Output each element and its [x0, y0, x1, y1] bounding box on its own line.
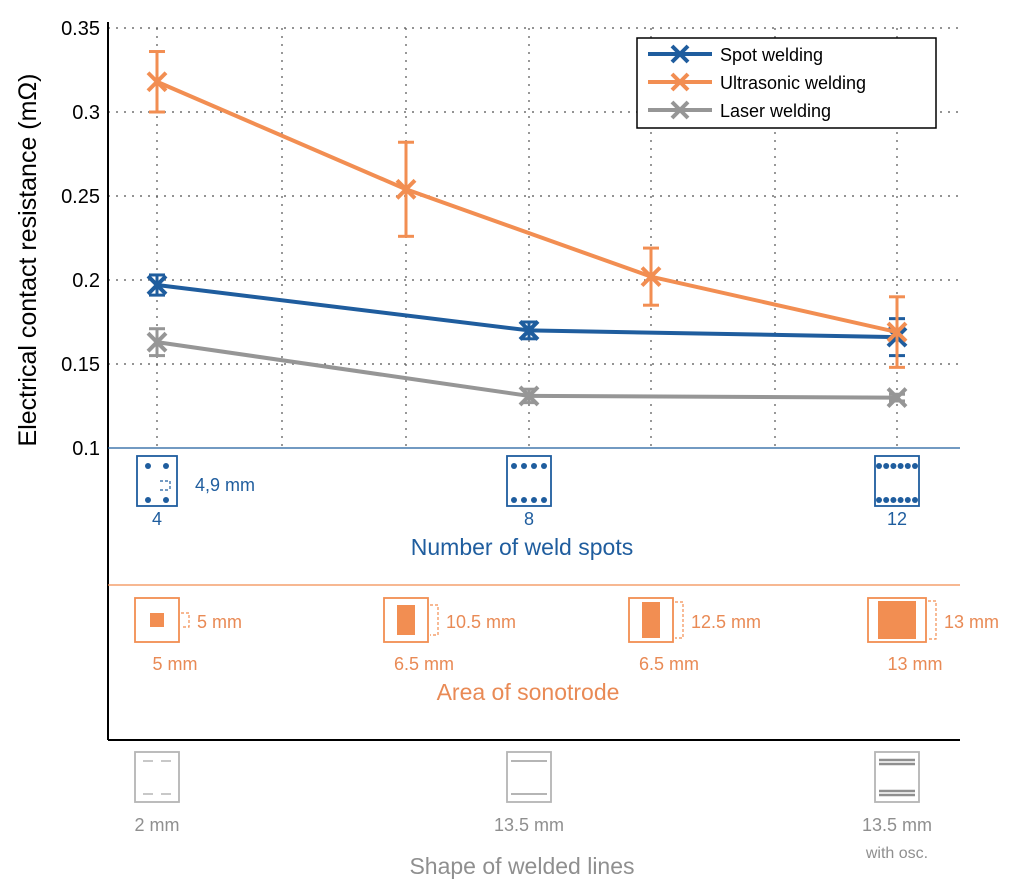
data-point [886, 321, 908, 343]
weld-line [879, 758, 915, 797]
weld-spot-count: 12 [887, 509, 907, 529]
weld-line-label: 2 mm [135, 815, 180, 835]
legend-marker [670, 44, 690, 64]
weld-spot-dot [904, 497, 911, 503]
weld-spot-count: 8 [524, 509, 534, 529]
data-point [518, 385, 540, 407]
series-line-1 [156, 79, 898, 335]
weld-spot-dot [912, 463, 918, 469]
weld-spot-dot [511, 463, 517, 469]
data-point [640, 266, 662, 288]
sonotrode-axis: 5 mm 5 mm 10.5 mm 6.5 mm 12.5 mm 6.5 mm 13 mm 1… [134, 597, 999, 705]
weld-spot-dot [876, 497, 882, 503]
legend-label: Spot welding [720, 45, 823, 65]
weld-line-label: 13.5 mm [494, 815, 564, 835]
sonotrode-frame [867, 597, 927, 643]
weld-spot-count: 4 [152, 509, 162, 529]
data-point [886, 387, 908, 409]
weld-spot-pattern [506, 455, 552, 507]
weld-spot-dot [145, 463, 151, 469]
series-layer [146, 50, 908, 409]
height-bracket [430, 604, 439, 636]
sonotrode-height-label: 5 mm [197, 612, 242, 632]
y-tick-label: 0.25 [61, 186, 100, 208]
sonotrode-area [150, 613, 164, 627]
legend-label: Laser welding [720, 101, 831, 121]
weld-spots-title: Number of weld spots [411, 534, 633, 560]
weld-spot-dot [145, 497, 151, 503]
legend-marker [670, 100, 690, 120]
height-bracket [928, 600, 937, 640]
weld-spot-dot [883, 463, 890, 469]
sonotrode-frame [134, 597, 180, 643]
weld-spots-axis: 4 4,9 mm 8 12 Number of weld spots [136, 455, 920, 560]
welded-lines-title: Shape of welded lines [409, 853, 634, 879]
weld-spot-dot [521, 463, 527, 469]
legend-marker [670, 72, 690, 92]
grid-lines [108, 27, 960, 448]
welded-lines-axis: 2 mm 13.5 mm 13.5 mm with osc. Shape of weld… [134, 751, 932, 879]
weld-line-pattern [506, 751, 552, 803]
weld-spot-dot [883, 497, 890, 503]
weld-line-pattern [874, 751, 920, 803]
sonotrode-area [878, 601, 916, 639]
weld-spot-dot [897, 497, 904, 503]
weld-spot-dot [531, 497, 537, 503]
weld-spot-dot [163, 497, 169, 503]
axes [107, 22, 960, 741]
sonotrode-height-label: 10.5 mm [446, 612, 516, 632]
sonotrode-area [642, 602, 660, 638]
weld-spot-dot [541, 463, 547, 469]
weld-spot-pattern [136, 455, 178, 507]
sonotrode-area [397, 605, 415, 635]
sonotrode-title: Area of sonotrode [437, 679, 620, 705]
sonotrode-width-label: 6.5 mm [639, 654, 699, 674]
spacing-marker [160, 480, 171, 491]
sonotrode-frame [383, 597, 429, 643]
weld-spot-dot [904, 463, 911, 469]
weld-spot-dot [531, 463, 537, 469]
weld-spot-dot [511, 497, 517, 503]
sonotrode-height-label: 12.5 mm [691, 612, 761, 632]
weld-spot-dot [541, 497, 547, 503]
weld-spot-dot [521, 497, 527, 503]
data-point [146, 331, 168, 353]
sonotrode-width-label: 6.5 mm [394, 654, 454, 674]
weld-spot-dot [163, 463, 169, 469]
weld-spot-dot [890, 497, 897, 503]
weld-line-pattern [134, 751, 180, 803]
weld-spot-dot [897, 463, 904, 469]
y-axis-label: Electrical contact resistance (mΩ) [14, 74, 42, 447]
y-tick-label: 0.1 [72, 438, 100, 460]
data-point [146, 274, 168, 296]
y-tick-label: 0.35 [61, 18, 100, 40]
y-tick-label: 0.2 [72, 270, 100, 292]
weld-line-label: 13.5 mm [862, 815, 932, 835]
weld-line-sublabel: with osc. [865, 845, 928, 862]
weld-spot-pattern [874, 455, 920, 507]
height-bracket [181, 612, 190, 628]
weld-spot-dot [912, 497, 918, 503]
sonotrode-width-label: 13 mm [887, 654, 942, 674]
data-point [518, 319, 540, 341]
data-point [146, 71, 168, 93]
weld-line [143, 760, 171, 795]
sonotrode-height-label: 13 mm [944, 612, 999, 632]
y-tick-labels: 0.35 0.3 0.25 0.2 0.15 0.1 [61, 18, 100, 460]
sonotrode-width-label: 5 mm [153, 654, 198, 674]
weld-spot-dot [876, 463, 882, 469]
spot-spacing-label: 4,9 mm [195, 475, 255, 495]
y-tick-label: 0.15 [61, 354, 100, 376]
data-point [395, 178, 417, 200]
height-bracket [675, 601, 684, 639]
weld-line [511, 760, 547, 795]
weld-spot-dot [890, 463, 897, 469]
legend: Spot welding Ultrasonic welding Laser weld… [636, 37, 937, 129]
sonotrode-frame [628, 597, 674, 643]
legend-label: Ultrasonic welding [720, 73, 866, 93]
y-tick-label: 0.3 [72, 102, 100, 124]
